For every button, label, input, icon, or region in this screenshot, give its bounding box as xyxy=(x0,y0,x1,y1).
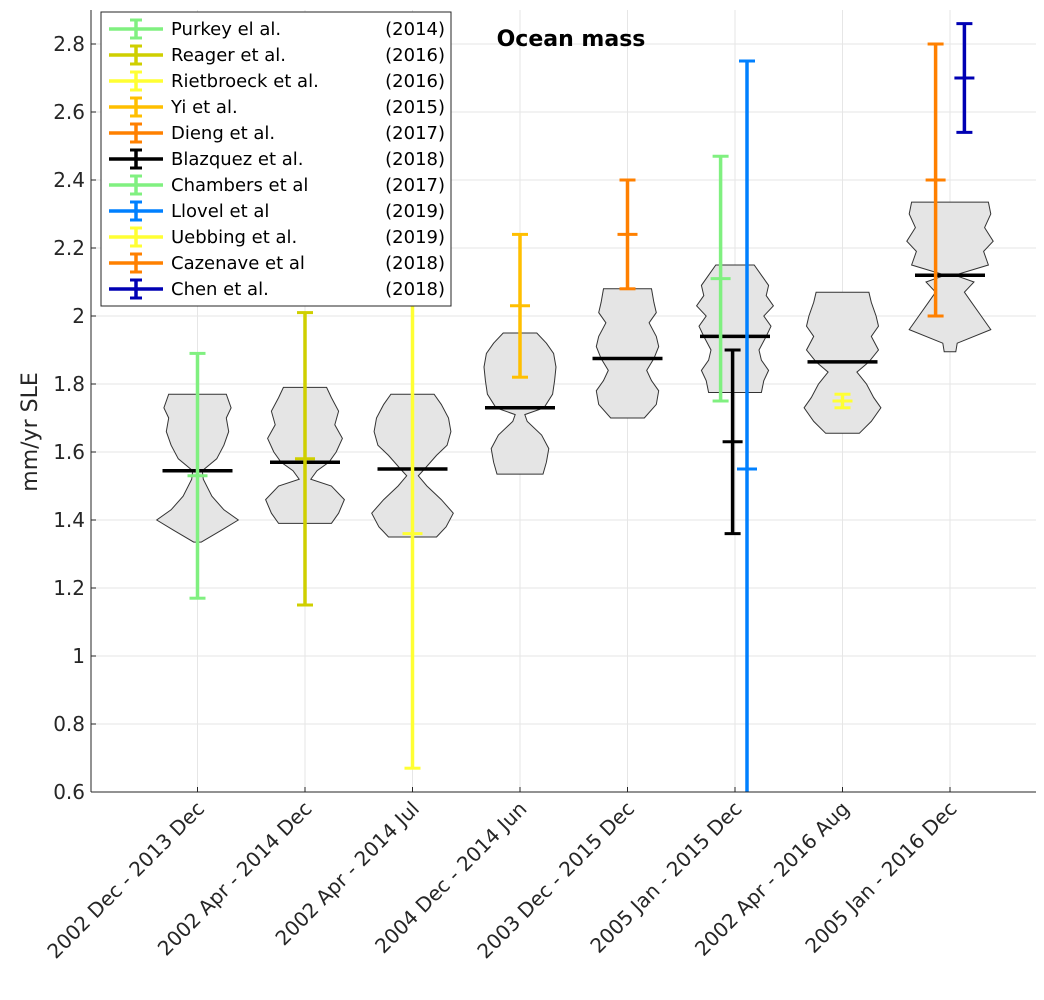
legend-label: Uebbing et al. xyxy=(171,227,297,248)
y-tick-label: 2.4 xyxy=(53,168,85,192)
legend-label: Purkey el al. xyxy=(171,19,281,40)
legend-label: Dieng et al. xyxy=(171,123,275,144)
y-tick-label: 1 xyxy=(72,644,85,668)
y-tick-label: 1.2 xyxy=(53,576,85,600)
legend-year: (2015) xyxy=(385,97,445,118)
y-tick-label: 2 xyxy=(72,304,85,328)
errorbar xyxy=(617,178,638,291)
y-tick-label: 2.8 xyxy=(53,32,85,56)
errorbar xyxy=(710,154,731,403)
legend-entry: Blazquez et al. (2018) xyxy=(109,148,445,170)
legend-year: (2018) xyxy=(385,253,445,274)
violin xyxy=(483,332,557,475)
legend-entry: Cazenave et al (2018) xyxy=(109,252,445,274)
legend-entry: Chen et al. (2018) xyxy=(109,278,445,300)
legend-label: Chambers et al xyxy=(171,175,308,196)
legend-entry: Chambers et al (2017) xyxy=(109,174,445,196)
legend-year: (2017) xyxy=(385,175,445,196)
legend-label: Yi et al. xyxy=(170,97,238,118)
legend-year: (2016) xyxy=(385,45,445,66)
y-tick-label: 1.6 xyxy=(53,440,85,464)
legend-year: (2017) xyxy=(385,123,445,144)
legend-label: Blazquez et al. xyxy=(171,149,304,170)
legend-label: Rietbroeck et al. xyxy=(171,71,319,92)
violin xyxy=(695,264,775,393)
legend-year: (2018) xyxy=(385,279,445,300)
chart-title: Ocean mass xyxy=(497,27,646,52)
legend-label: Llovel et al xyxy=(171,201,269,222)
errorbars xyxy=(187,22,975,792)
legend-entry: Llovel et al (2019) xyxy=(109,200,445,222)
legend-label: Cazenave et al xyxy=(171,253,305,274)
legend-entry: Rietbroeck et al. (2016) xyxy=(109,70,445,92)
errorbar xyxy=(832,392,853,410)
legend-year: (2016) xyxy=(385,71,445,92)
y-tick-label: 1.4 xyxy=(53,508,85,532)
legend-entry: Reager et al. (2016) xyxy=(109,44,445,66)
y-axis-label: mm/yr SLE xyxy=(18,372,43,491)
legend-label: Chen et al. xyxy=(171,279,269,300)
errorbar xyxy=(722,348,743,536)
violin xyxy=(595,288,660,419)
legend-entry: Purkey el al. (2014) xyxy=(109,18,445,40)
legend-entry: Dieng et al. (2017) xyxy=(109,122,445,144)
legend-year: (2019) xyxy=(385,201,445,222)
errorbar xyxy=(925,42,946,318)
errorbar xyxy=(510,232,530,379)
legend-entry: Uebbing et al. (2019) xyxy=(109,226,445,248)
errorbar xyxy=(737,59,757,792)
errorbar xyxy=(954,22,975,134)
y-tick-label: 2.2 xyxy=(53,236,85,260)
y-tick-label: 1.8 xyxy=(53,372,85,396)
y-tick-label: 0.6 xyxy=(53,780,85,804)
legend-year: (2018) xyxy=(385,149,445,170)
legend-entry: Yi et al. (2015) xyxy=(109,96,445,118)
errorbar xyxy=(295,311,315,607)
y-tick-label: 2.6 xyxy=(53,100,85,124)
y-tick-label: 0.8 xyxy=(53,712,85,736)
legend-year: (2019) xyxy=(385,227,445,248)
legend: Purkey el al. (2014)Reager et al. (2016)Ri… xyxy=(100,11,452,307)
legend-label: Reager et al. xyxy=(171,45,286,66)
legend-year: (2014) xyxy=(385,19,445,40)
errorbar xyxy=(187,351,208,600)
